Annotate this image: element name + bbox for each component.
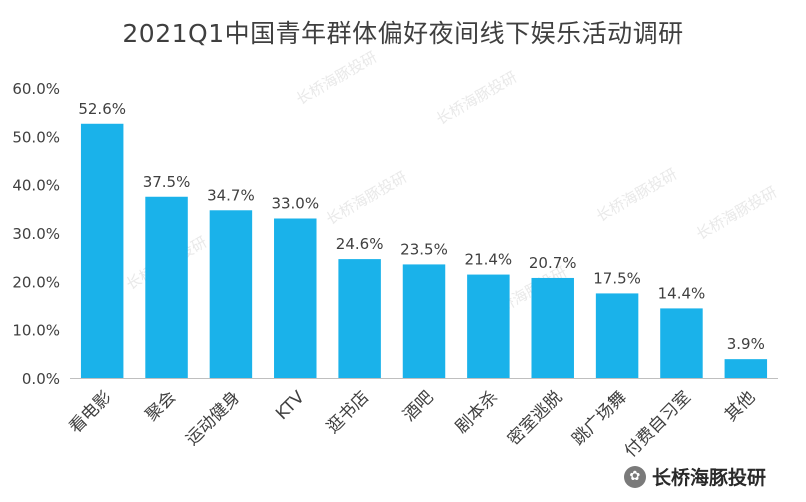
y-tick-label: 20.0% bbox=[12, 273, 60, 291]
bar bbox=[209, 210, 253, 378]
x-tick-label: 付费自习室 bbox=[621, 387, 695, 461]
bar bbox=[467, 274, 510, 378]
bar bbox=[274, 218, 317, 378]
data-label: 34.7% bbox=[207, 186, 255, 204]
bar bbox=[531, 277, 574, 378]
watermark-text: 长桥海豚投研 bbox=[593, 165, 680, 226]
bar bbox=[402, 264, 446, 378]
x-tick-label: 酒吧 bbox=[399, 387, 437, 425]
y-tick-label: 40.0% bbox=[12, 177, 60, 195]
y-tick-label: 50.0% bbox=[12, 128, 60, 146]
y-tick-label: 0.0% bbox=[22, 370, 60, 388]
footer-brand: ✿ 长桥海豚投研 bbox=[623, 463, 766, 490]
bar bbox=[595, 293, 639, 378]
x-tick-label: 跳广场舞 bbox=[568, 387, 630, 449]
chart-title: 2021Q1中国青年群体偏好夜间线下娱乐活动调研 bbox=[122, 19, 684, 48]
data-label: 20.7% bbox=[529, 254, 577, 272]
y-tick-label: 60.0% bbox=[12, 80, 60, 98]
x-tick-label: 密室逃脱 bbox=[504, 387, 566, 449]
bar bbox=[338, 259, 381, 378]
x-tick-label: 逛书店 bbox=[323, 387, 373, 437]
x-tick-label: 看电影 bbox=[66, 387, 116, 437]
watermark-text: 长桥海豚投研 bbox=[293, 48, 380, 109]
bar bbox=[724, 359, 768, 378]
watermark-text: 长桥海豚投研 bbox=[433, 68, 520, 129]
brand-logo-icon: ✿ bbox=[623, 465, 646, 488]
data-label: 23.5% bbox=[400, 240, 448, 258]
watermark-text: 长桥海豚投研 bbox=[693, 183, 780, 244]
data-label: 14.4% bbox=[658, 284, 706, 302]
y-tick-label: 10.0% bbox=[12, 322, 60, 340]
bar bbox=[660, 308, 703, 378]
data-label: 24.6% bbox=[336, 235, 384, 253]
x-tick-label: 剧本杀 bbox=[452, 387, 502, 437]
data-label: 3.9% bbox=[727, 335, 765, 353]
x-tick-label: 聚会 bbox=[142, 387, 180, 425]
bar bbox=[145, 196, 188, 378]
data-label: 52.6% bbox=[78, 100, 126, 118]
data-label: 17.5% bbox=[593, 269, 641, 287]
x-tick-label: 其他 bbox=[721, 387, 759, 425]
y-tick-label: 30.0% bbox=[12, 225, 60, 243]
data-label: 37.5% bbox=[143, 173, 191, 191]
x-tick-label: 运动健身 bbox=[182, 387, 244, 449]
x-tick-label: KTV bbox=[272, 387, 309, 424]
data-label: 21.4% bbox=[465, 251, 513, 269]
watermark-text: 长桥海豚投研 bbox=[323, 168, 410, 229]
data-label: 33.0% bbox=[271, 195, 319, 213]
bar bbox=[80, 123, 124, 379]
brand-name: 长桥海豚投研 bbox=[651, 467, 766, 489]
